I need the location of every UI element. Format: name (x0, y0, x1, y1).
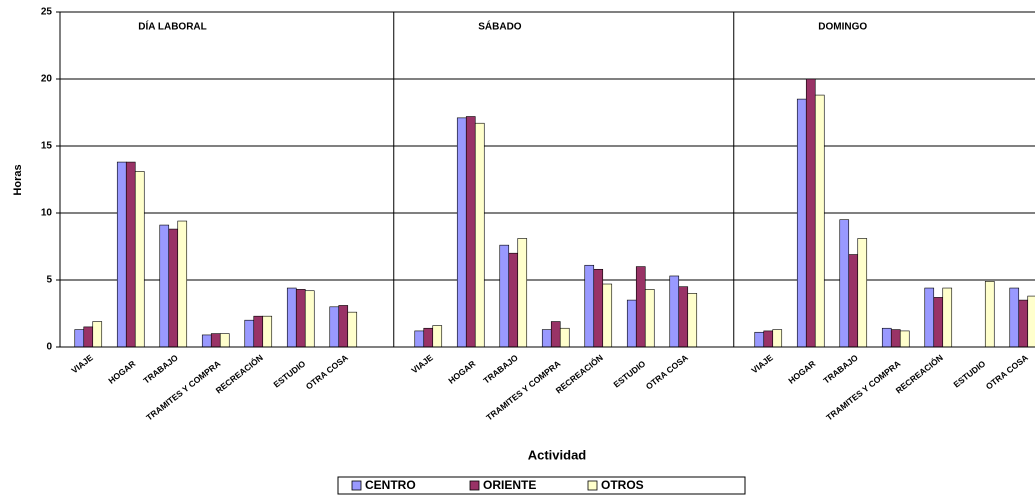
bar (899, 330, 910, 348)
bar (881, 327, 892, 348)
y-tick-label: 25 (41, 7, 53, 18)
bar (83, 326, 94, 348)
x-tick-label: HOGAR (786, 358, 817, 385)
bar (772, 329, 783, 348)
bar (839, 219, 850, 348)
bar (890, 329, 901, 348)
y-tick-label: 5 (46, 275, 52, 286)
bar (635, 266, 646, 348)
x-tick-label: ESTUDIO (611, 358, 647, 389)
x-tick-label: RECREACIÓN (893, 352, 945, 396)
bar (924, 287, 935, 348)
bar (262, 315, 273, 348)
legend-label: ORIENTE (483, 478, 536, 492)
bar (210, 333, 221, 348)
x-tick-label: HOGAR (106, 358, 137, 385)
bar (584, 264, 595, 348)
bar (423, 327, 434, 348)
panel-title: SÁBADO (478, 20, 522, 33)
bar (304, 290, 315, 348)
bar (602, 283, 613, 348)
panel-title: DÍA LABORAL (138, 20, 207, 33)
bar (125, 161, 136, 348)
bar (219, 333, 230, 348)
y-axis-label: Horas (12, 164, 24, 195)
x-tick-label: HOGAR (446, 358, 477, 385)
bar (159, 224, 170, 348)
bar (763, 330, 774, 348)
bar (244, 319, 255, 348)
bar (593, 268, 604, 348)
bar (414, 330, 425, 348)
x-axis-label: Actividad (528, 447, 587, 462)
bar (201, 334, 212, 348)
x-tick-label: ESTUDIO (271, 358, 307, 389)
x-tick-label: VIAJE (749, 352, 775, 375)
x-tick-label: OTRA COSA (304, 352, 350, 391)
bar (168, 228, 179, 348)
legend-swatch (469, 480, 480, 491)
y-tick-label: 20 (41, 74, 53, 85)
bar (644, 289, 655, 348)
bar (465, 116, 476, 348)
legend-label: CENTRO (365, 478, 416, 492)
bar (669, 275, 680, 348)
legend-swatch (351, 480, 362, 491)
x-tick-label: VIAJE (409, 352, 435, 375)
bar (984, 281, 995, 348)
bar (1009, 287, 1020, 348)
bar (541, 329, 552, 348)
legend-box (337, 476, 746, 495)
bar (687, 293, 698, 348)
bar (474, 122, 485, 348)
bar (550, 321, 561, 348)
bar (814, 94, 825, 348)
bar (499, 244, 510, 348)
x-tick-label: TRABAJO (821, 352, 860, 385)
bar (942, 287, 953, 348)
bar (116, 161, 127, 348)
x-tick-label: ESTUDIO (951, 358, 987, 389)
bar (517, 238, 528, 348)
bar (329, 306, 340, 348)
bar (338, 305, 349, 348)
legend-label: OTROS (601, 478, 644, 492)
bar (805, 78, 816, 348)
bar (347, 311, 358, 348)
bar (456, 117, 467, 348)
bar (286, 287, 297, 348)
bar (678, 286, 689, 348)
y-tick-label: 10 (41, 208, 53, 219)
bar (626, 299, 637, 348)
x-tick-label: TRABAJO (481, 352, 520, 385)
x-tick-label: TRABAJO (141, 352, 180, 385)
bar (559, 327, 570, 348)
bar (857, 238, 868, 348)
bar (74, 329, 85, 348)
x-tick-label: VIAJE (69, 352, 95, 375)
x-tick-label: RECREACIÓN (553, 352, 605, 396)
bar (796, 98, 807, 348)
x-tick-label: OTRA COSA (984, 352, 1030, 391)
panel-title: DOMINGO (818, 22, 867, 33)
bar (848, 254, 859, 348)
y-tick-label: 0 (46, 342, 52, 353)
bar (295, 289, 306, 348)
bar (754, 331, 765, 348)
bar (508, 252, 519, 348)
bar (134, 171, 145, 348)
bar (933, 297, 944, 348)
x-tick-label: OTRA COSA (644, 352, 690, 391)
y-tick-label: 15 (41, 141, 53, 152)
x-tick-label: RECREACIÓN (213, 352, 265, 396)
bar (92, 321, 103, 348)
bar (432, 325, 443, 348)
bar (253, 315, 264, 348)
bar (1027, 295, 1035, 348)
bar (1018, 299, 1029, 348)
bar (177, 220, 188, 348)
legend-swatch (587, 480, 598, 491)
